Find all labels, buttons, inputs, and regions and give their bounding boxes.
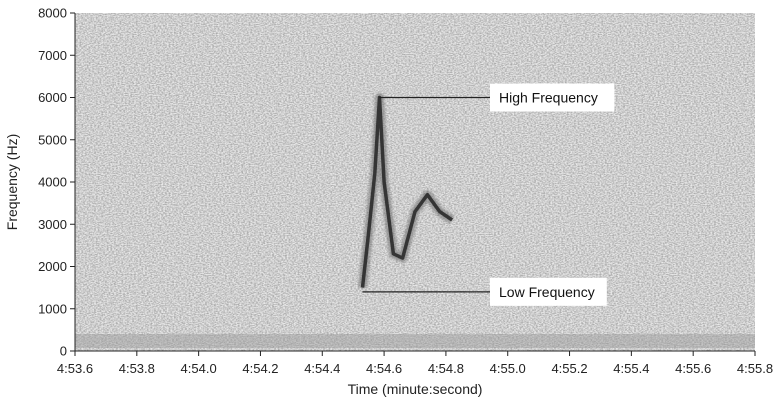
x-tick-label: 4:55.6	[675, 361, 711, 376]
y-tick-label: 6000	[38, 90, 67, 105]
y-tick-label: 1000	[38, 301, 67, 316]
x-tick-label: 4:53.6	[57, 361, 93, 376]
x-tick-label: 4:55.2	[551, 361, 587, 376]
y-tick-label: 8000	[38, 6, 67, 21]
annotation-label: Low Frequency	[499, 284, 595, 300]
low-frequency-band	[75, 334, 755, 348]
y-tick-label: 0	[60, 344, 67, 359]
plot-area	[75, 13, 755, 351]
x-axis-ticks: 4:53.6 4:53.8 4:54.0 4:54.2 4:54.4 4:54.6 4:54…	[57, 351, 773, 376]
x-tick-label: 4:54.6	[366, 361, 402, 376]
spectrogram-noise	[75, 13, 755, 351]
y-axis-ticks: 0 1000 2000 3000 4000 5000 6000 7000 8000	[38, 6, 75, 359]
y-tick-label: 4000	[38, 175, 67, 190]
y-tick-label: 5000	[38, 132, 67, 147]
x-axis-title: Time (minute:second)	[348, 381, 483, 397]
x-tick-label: 4:55.0	[490, 361, 526, 376]
y-tick-label: 2000	[38, 259, 67, 274]
y-axis-title: Frequency (Hz)	[4, 134, 20, 230]
y-tick-label: 3000	[38, 217, 67, 232]
annotations: High Frequency Low Frequency	[362, 83, 615, 306]
x-tick-label: 4:54.8	[428, 361, 464, 376]
y-tick-label: 7000	[38, 48, 67, 63]
x-tick-label: 4:55.4	[613, 361, 649, 376]
x-tick-label: 4:55.8	[737, 361, 773, 376]
x-tick-label: 4:54.4	[304, 361, 340, 376]
call-layer	[358, 93, 455, 289]
x-tick-label: 4:53.8	[119, 361, 155, 376]
call-trace	[360, 95, 454, 288]
annotation-label-box	[490, 83, 615, 112]
annotation-label: High Frequency	[499, 90, 598, 106]
x-tick-label: 4:54.2	[242, 361, 278, 376]
x-tick-label: 4:54.0	[181, 361, 217, 376]
annotation-label-box	[490, 277, 607, 306]
